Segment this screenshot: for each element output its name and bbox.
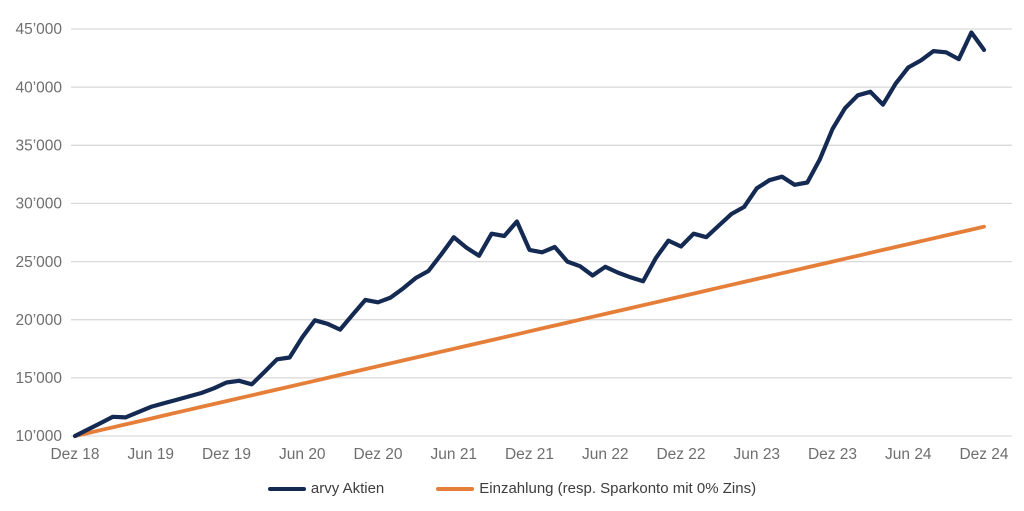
x-tick-label: Jun 22: [582, 446, 629, 463]
x-tick-label: Jun 24: [885, 446, 932, 463]
x-tick-label: Dez 19: [202, 446, 251, 463]
y-tick-label: 35’000: [15, 138, 62, 155]
y-tick-label: 20’000: [15, 312, 62, 329]
chart-legend: arvy Aktien Einzahlung (resp. Sparkonto …: [0, 480, 1024, 497]
y-tick-label: 25’000: [15, 254, 62, 271]
x-tick-label: Jun 20: [279, 446, 326, 463]
y-tick-label: 30’000: [15, 196, 62, 213]
x-tick-label: Dez 18: [50, 446, 99, 463]
y-tick-label: 10’000: [15, 428, 62, 445]
x-tick-label: Jun 23: [734, 446, 781, 463]
x-tick-label: Dez 23: [808, 446, 857, 463]
x-tick-label: Dez 20: [353, 446, 402, 463]
legend-line-swatch-arvy: [267, 486, 306, 491]
x-tick-label: Jun 21: [431, 446, 478, 463]
einzahlung-line: [73, 224, 986, 438]
y-tick-label: 40’000: [15, 79, 62, 96]
x-tick-label: Dez 21: [505, 446, 554, 463]
y-tick-label: 45’000: [15, 21, 62, 38]
legend-item-arvy-aktien: arvy Aktien: [267, 480, 385, 497]
x-tick-label: Jun 19: [128, 446, 175, 463]
legend-label-arvy: arvy Aktien: [310, 480, 385, 497]
legend-item-einzahlung: Einzahlung (resp. Sparkonto mit 0% Zins): [436, 480, 756, 497]
legend-label-einzahlung: Einzahlung (resp. Sparkonto mit 0% Zins): [479, 480, 757, 497]
x-tick-label: Dez 24: [959, 446, 1008, 463]
legend-line-swatch-einzahlung: [436, 486, 475, 491]
arvy-aktien-line: [72, 30, 987, 439]
y-tick-label: 15’000: [15, 370, 62, 387]
x-tick-label: Dez 22: [656, 446, 705, 463]
